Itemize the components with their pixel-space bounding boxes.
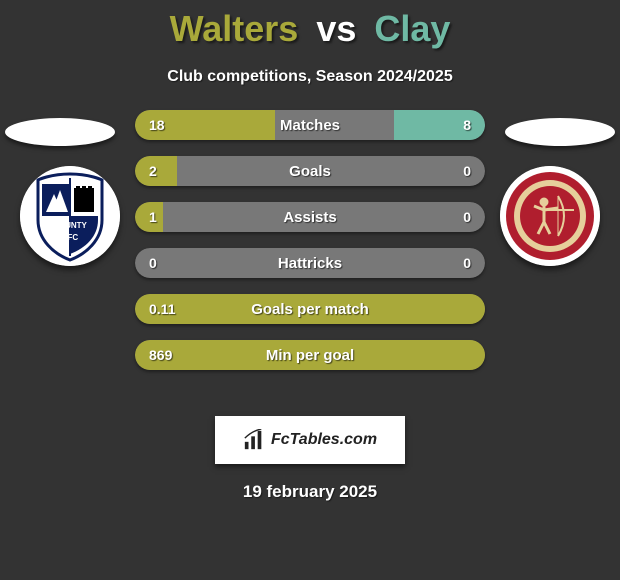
stat-row: 20Goals — [135, 156, 485, 186]
stat-label: Min per goal — [135, 340, 485, 370]
shield-crest-icon: COUNTY AFC — [20, 166, 120, 266]
vs-label: vs — [316, 8, 356, 49]
stat-label: Hattricks — [135, 248, 485, 278]
pedestal-right — [505, 118, 615, 146]
brand-text: FcTables.com — [271, 431, 377, 449]
bars-chart-icon — [243, 429, 265, 451]
brand-badge: FcTables.com — [215, 416, 405, 464]
stat-label: Assists — [135, 202, 485, 232]
subtitle: Club competitions, Season 2024/2025 — [0, 68, 620, 86]
stats-stage: COUNTY AFC 188Matches 20Goals 10Assists 00H… — [0, 110, 620, 410]
stat-bars: 188Matches 20Goals 10Assists 00Hattricks 0.1… — [135, 110, 485, 386]
pedestal-left — [5, 118, 115, 146]
stat-label: Matches — [135, 110, 485, 140]
stat-row: 188Matches — [135, 110, 485, 140]
stat-row: 10Assists — [135, 202, 485, 232]
archer-crest-icon — [500, 166, 600, 266]
stat-label: Goals per match — [135, 294, 485, 324]
player2-name: Clay — [374, 8, 450, 49]
comparison-title: Walters vs Clay — [0, 0, 620, 50]
date-text: 19 february 2025 — [0, 482, 620, 502]
svg-text:COUNTY: COUNTY — [53, 221, 87, 230]
stat-row: 869Min per goal — [135, 340, 485, 370]
crest-player1: COUNTY AFC — [20, 166, 120, 266]
crest-player2 — [500, 166, 600, 266]
stat-row: 0.11Goals per match — [135, 294, 485, 324]
svg-text:AFC: AFC — [62, 233, 79, 242]
player1-name: Walters — [170, 8, 299, 49]
stat-label: Goals — [135, 156, 485, 186]
stat-row: 00Hattricks — [135, 248, 485, 278]
